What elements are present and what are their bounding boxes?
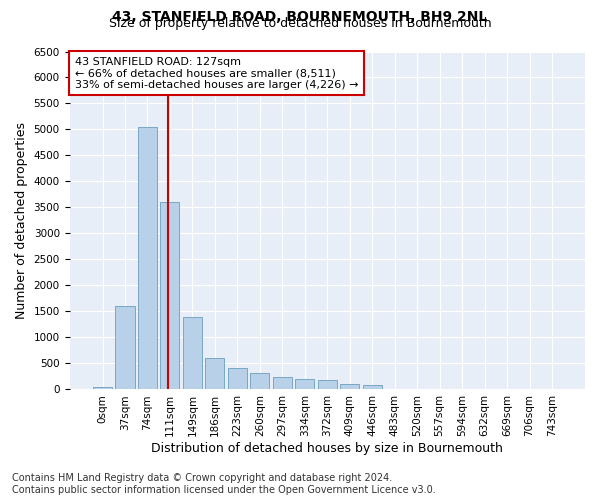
- Bar: [115, 306, 134, 390]
- Bar: [362, 384, 382, 390]
- Text: Contains HM Land Registry data © Crown copyright and database right 2024.
Contai: Contains HM Land Registry data © Crown c…: [12, 474, 436, 495]
- X-axis label: Distribution of detached houses by size in Bournemouth: Distribution of detached houses by size …: [151, 442, 503, 455]
- Y-axis label: Number of detached properties: Number of detached properties: [15, 122, 28, 319]
- Bar: [160, 202, 179, 390]
- Text: 43, STANFIELD ROAD, BOURNEMOUTH, BH9 2NL: 43, STANFIELD ROAD, BOURNEMOUTH, BH9 2NL: [112, 10, 488, 24]
- Bar: [138, 127, 157, 390]
- Bar: [318, 380, 337, 390]
- Bar: [183, 316, 202, 390]
- Bar: [205, 358, 224, 390]
- Bar: [295, 378, 314, 390]
- Bar: [228, 368, 247, 390]
- Bar: [273, 377, 292, 390]
- Bar: [93, 386, 112, 390]
- Bar: [250, 374, 269, 390]
- Text: Size of property relative to detached houses in Bournemouth: Size of property relative to detached ho…: [109, 18, 491, 30]
- Bar: [340, 384, 359, 390]
- Text: 43 STANFIELD ROAD: 127sqm
← 66% of detached houses are smaller (8,511)
33% of se: 43 STANFIELD ROAD: 127sqm ← 66% of detac…: [74, 56, 358, 90]
